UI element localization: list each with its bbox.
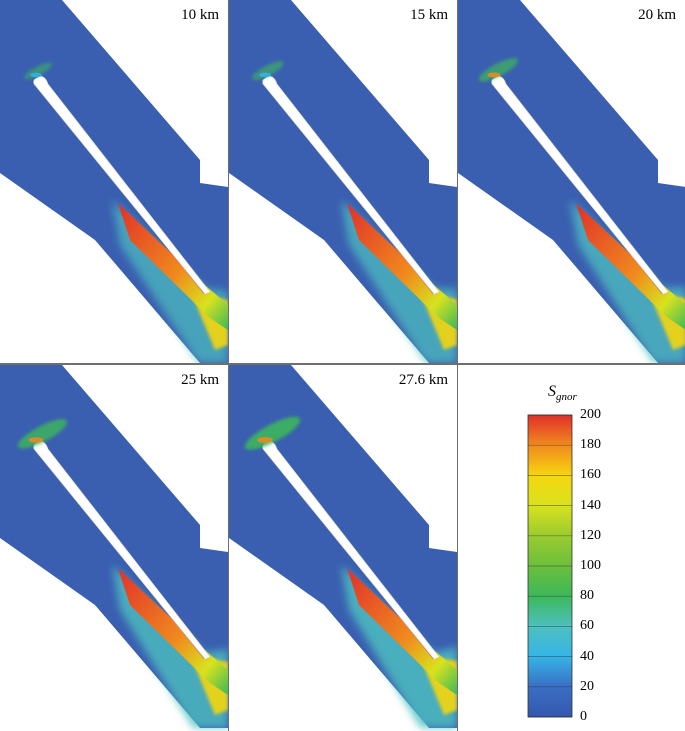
colorbar-tick-label: 180: [580, 437, 601, 453]
colorbar-tick-label: 140: [580, 497, 601, 513]
panel-27-6km: 27.6 km: [229, 365, 457, 731]
colorbar-tick-label: 20: [580, 678, 594, 694]
wake-region: [118, 203, 228, 330]
colorbar: [527, 414, 573, 718]
contour-plot: [229, 0, 457, 363]
wake-region: [347, 203, 457, 330]
legend-title: Sgnor: [548, 383, 577, 404]
wake-region: [118, 568, 228, 695]
divider-vertical-1: [228, 0, 229, 731]
panel-25km: 25 km: [0, 365, 228, 731]
panel-label: 20 km: [638, 7, 676, 23]
wake-region: [347, 568, 457, 695]
contour-plot: [0, 0, 228, 363]
leading-edge-core: [28, 437, 44, 443]
blade-airfoil: [491, 76, 669, 295]
colorbar-tick-label: 100: [580, 558, 601, 573]
panel-label: 27.6 km: [398, 372, 448, 388]
contour-plot: [458, 0, 685, 363]
panel-20km: 20 km: [458, 0, 685, 363]
leading-edge-core: [257, 437, 273, 443]
colorbar-tick-label: 40: [580, 648, 594, 664]
colorbar-tick-label: 200: [580, 407, 601, 422]
colorbar-tick-label: 80: [580, 588, 594, 604]
panel-10km: 10 km: [0, 0, 228, 363]
leading-edge-core: [487, 72, 501, 78]
panel-15km: 15 km: [229, 0, 457, 363]
leading-edge-core: [258, 72, 272, 78]
panel-label: 15 km: [410, 7, 448, 23]
panel-label: 10 km: [181, 7, 219, 23]
wake-region: [576, 203, 685, 330]
contour-plot: [229, 365, 457, 728]
blade-airfoil: [262, 76, 440, 295]
colorbar-tick-label: 0: [580, 709, 587, 724]
divider-vertical-2: [457, 0, 458, 731]
blade-airfoil: [33, 76, 211, 295]
divider-horizontal: [0, 363, 685, 365]
colorbar-tick-label: 60: [580, 618, 594, 634]
colorbar-tick-label: 120: [580, 527, 601, 543]
panel-label: 25 km: [181, 372, 219, 388]
contour-plot: [0, 365, 228, 728]
colorbar-tick-label: 160: [580, 467, 601, 483]
leading-edge-core: [30, 72, 42, 78]
